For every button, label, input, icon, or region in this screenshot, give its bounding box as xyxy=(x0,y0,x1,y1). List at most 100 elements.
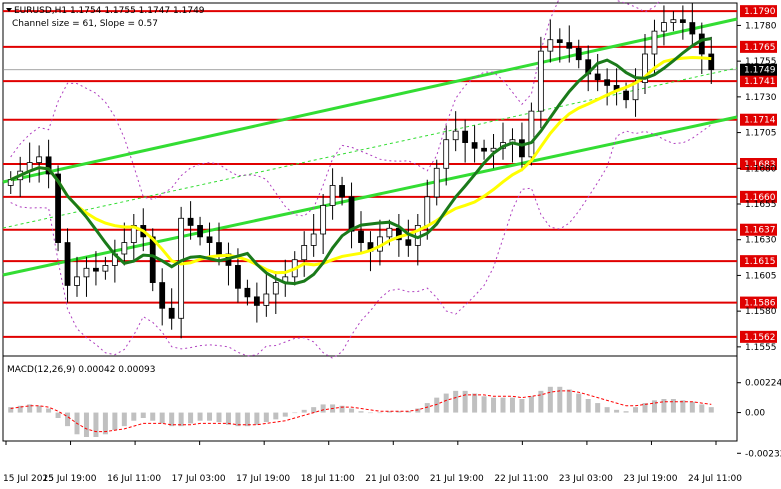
level-label: 1.1714 xyxy=(744,116,776,126)
macd-bar xyxy=(566,389,572,413)
candle-body xyxy=(74,276,80,286)
candle-body xyxy=(197,225,203,238)
macd-bar xyxy=(680,400,686,413)
macd-bar xyxy=(462,390,468,413)
macd-bar xyxy=(623,411,629,413)
ma-fast-line xyxy=(10,37,712,286)
level-label: 1.1586 xyxy=(744,299,776,309)
time-tick-label: 21 Jul 19:00 xyxy=(430,474,484,484)
macd-bar xyxy=(292,412,298,414)
macd-bar xyxy=(424,403,430,413)
macd-bar xyxy=(301,409,307,413)
candle-body xyxy=(575,47,582,61)
macd-bar xyxy=(55,412,61,418)
macd-bar xyxy=(689,401,695,413)
time-tick-label: 24 Jul 11:00 xyxy=(688,474,742,484)
candle-body xyxy=(216,242,222,255)
macd-bar xyxy=(396,411,402,413)
macd-bar xyxy=(244,412,250,427)
time-tick-label: 17 Jul 19:00 xyxy=(236,474,290,484)
macd-bar xyxy=(386,411,392,413)
macd-bar xyxy=(358,411,364,413)
macd-bar xyxy=(150,412,156,421)
candle-body xyxy=(604,79,611,86)
time-tick-label: 15 Jul 19:00 xyxy=(43,474,97,484)
macd-bar xyxy=(311,407,317,413)
macd-bar xyxy=(112,412,118,431)
macd-tick-label: -0.00232 xyxy=(745,449,781,459)
macd-bar xyxy=(65,412,71,427)
candle-body xyxy=(547,39,554,52)
macd-title: MACD(12,26,9) 0.00042 0.00093 xyxy=(7,365,156,375)
candle-body xyxy=(528,110,535,158)
macd-bar xyxy=(83,412,89,437)
level-label: 1.1683 xyxy=(744,160,776,170)
candle-body xyxy=(358,230,364,243)
level-tag xyxy=(740,40,777,53)
level-tag xyxy=(740,75,777,88)
channel-upper-line xyxy=(2,17,738,184)
level-tag xyxy=(740,223,777,236)
candle-body xyxy=(623,90,629,101)
level-label: 1.1790 xyxy=(744,7,776,17)
ma-slow-line xyxy=(10,55,712,275)
macd-bar xyxy=(699,404,705,413)
candle-body xyxy=(443,139,450,169)
price-tick-label: 1.1630 xyxy=(745,236,777,246)
channel-mid-line xyxy=(2,67,738,229)
price-tick-label: 1.1705 xyxy=(745,129,777,139)
candle-body xyxy=(462,130,469,143)
macd-bar xyxy=(349,408,355,413)
macd-bar xyxy=(46,408,52,413)
macd-bar xyxy=(642,403,648,413)
price-tick-label: 1.1555 xyxy=(745,343,777,353)
candle-body xyxy=(121,242,128,255)
level-label: 1.1637 xyxy=(744,226,776,236)
candle-body xyxy=(661,22,667,32)
candle-body xyxy=(679,19,686,23)
candle-body xyxy=(102,265,109,272)
macd-bar xyxy=(538,390,544,413)
candle-body xyxy=(263,293,270,306)
macd-panel xyxy=(8,386,714,437)
macd-bar xyxy=(339,405,345,413)
candle-body xyxy=(566,42,573,49)
macd-bar xyxy=(509,397,515,413)
candle-body xyxy=(481,147,487,152)
macd-bar xyxy=(140,412,146,418)
candle-body xyxy=(651,30,658,55)
candle-body xyxy=(64,242,71,286)
macd-bar xyxy=(27,404,33,413)
candle-body xyxy=(433,167,440,198)
current-price-label: 1.1749 xyxy=(744,66,776,76)
candle-body xyxy=(36,156,43,163)
macd-bar xyxy=(93,412,99,437)
current-price-tag xyxy=(740,63,777,76)
candle-body xyxy=(642,53,648,83)
macd-bar xyxy=(169,412,175,427)
macd-bar xyxy=(661,399,667,413)
macd-tick-label: 0.00224 xyxy=(745,379,781,389)
macd-bar xyxy=(481,396,487,413)
macd-bar xyxy=(415,408,421,413)
price-tick-label: 1.1605 xyxy=(745,271,777,281)
candle-body xyxy=(424,196,431,226)
macd-bar xyxy=(405,411,411,413)
macd-bar xyxy=(651,400,657,413)
macd-bar xyxy=(585,399,591,413)
macd-bar xyxy=(614,409,620,413)
time-tick-label: 17 Jul 03:00 xyxy=(172,474,226,484)
macd-bar xyxy=(17,405,23,413)
macd-bar xyxy=(188,412,194,424)
candle-body xyxy=(310,233,317,246)
price-tick-label: 1.1755 xyxy=(745,57,777,67)
candle-body xyxy=(244,287,251,298)
symbol-dropdown-icon[interactable] xyxy=(6,8,12,12)
candle-body xyxy=(187,217,194,226)
candle-body xyxy=(45,156,52,175)
macd-bar xyxy=(8,407,14,413)
macd-bar xyxy=(500,397,506,413)
macd-bar xyxy=(670,399,676,413)
level-label: 1.1660 xyxy=(744,193,776,203)
